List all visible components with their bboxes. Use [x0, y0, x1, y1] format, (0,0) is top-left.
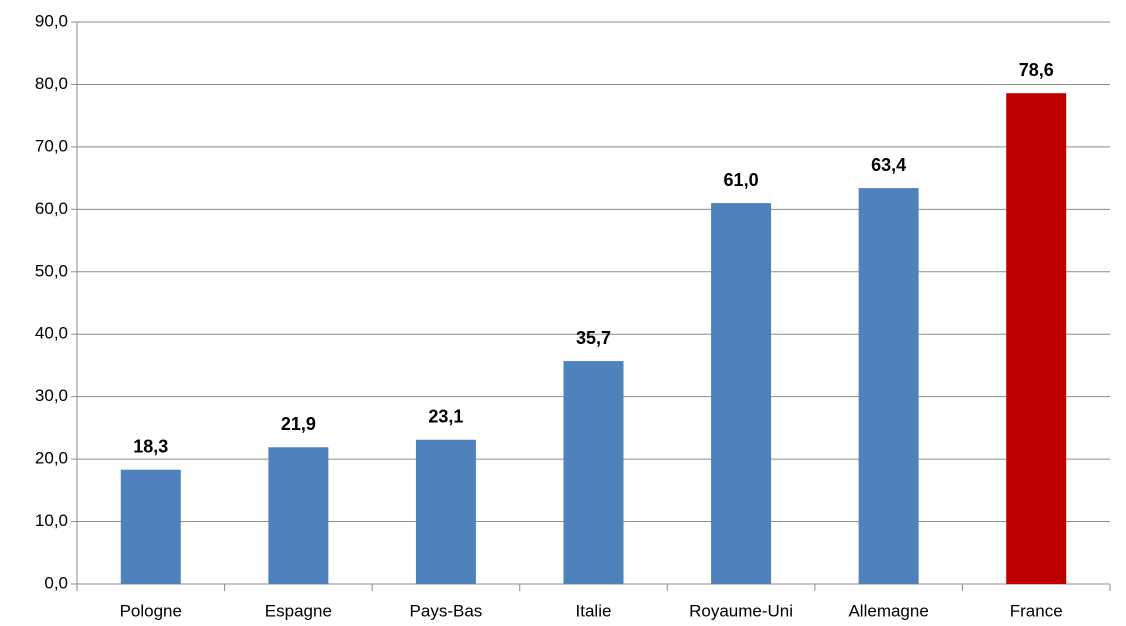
bar: [268, 447, 329, 584]
value-label: 63,4: [871, 155, 906, 175]
x-tick-label: Pays-Bas: [410, 601, 483, 620]
value-label: 23,1: [428, 407, 463, 427]
x-tick-label: Espagne: [265, 601, 332, 620]
y-tick-label: 90,0: [35, 11, 68, 30]
value-label: 21,9: [281, 414, 316, 434]
bar: [415, 439, 476, 584]
y-tick-label: 20,0: [35, 449, 68, 468]
value-label: 35,7: [576, 328, 611, 348]
bar: [711, 203, 772, 585]
y-tick-label: 80,0: [35, 74, 68, 93]
value-label: 61,0: [724, 170, 759, 190]
y-tick-label: 40,0: [35, 324, 68, 343]
y-tick-label: 50,0: [35, 261, 68, 280]
y-tick-label: 70,0: [35, 136, 68, 155]
bar: [858, 188, 919, 584]
y-tick-label: 0,0: [44, 573, 68, 592]
x-tick-label: France: [1010, 601, 1063, 620]
y-tick-label: 60,0: [35, 199, 68, 218]
bar: [120, 469, 181, 584]
x-tick-label: Allemagne: [848, 601, 928, 620]
bar: [1006, 93, 1067, 584]
x-tick-label: Pologne: [120, 601, 182, 620]
bar: [563, 361, 624, 584]
value-label: 78,6: [1019, 60, 1054, 80]
y-tick-label: 10,0: [35, 511, 68, 530]
value-label: 18,3: [133, 436, 168, 456]
x-tick-label: Italie: [576, 601, 612, 620]
y-tick-label: 30,0: [35, 386, 68, 405]
x-tick-label: Royaume-Uni: [689, 601, 793, 620]
